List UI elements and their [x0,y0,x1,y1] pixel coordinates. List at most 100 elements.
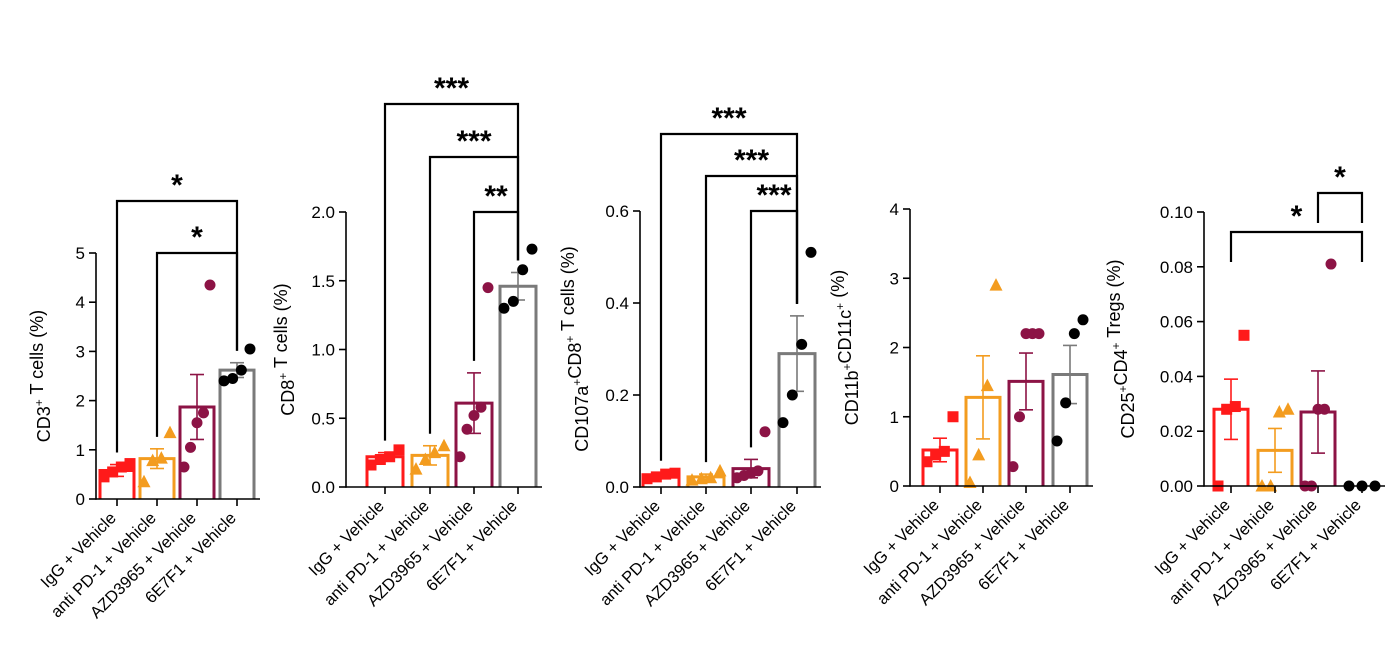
y-axis-title: CD3+ T cells (%) [27,310,54,442]
significance-label: * [171,169,183,202]
data-point [660,468,672,480]
data-point [374,454,386,465]
label-text: CD8 [565,343,585,379]
data-point [641,473,653,485]
data-point [1060,397,1072,409]
data-point [805,246,817,258]
y-tick-label: 4 [76,293,85,312]
data-point [244,343,256,355]
data-point [191,417,203,429]
y-tick-label: 0.10 [1160,203,1193,222]
superscript: + [833,303,847,310]
significance-label: *** [456,125,491,158]
superscript: + [570,379,584,386]
data-point [235,364,247,376]
data-point [1051,435,1063,447]
data-point [938,445,950,457]
data-point [115,461,127,473]
data-point [393,444,405,456]
y-tick-label: 5 [76,244,85,263]
data-point [1014,411,1025,423]
significance-label: *** [711,102,746,135]
data-point [428,445,442,459]
y-tick-label: 4 [890,200,899,219]
data-point [482,282,494,294]
label-text: T cells (%) [271,283,291,372]
data-point [454,451,466,463]
data-point [694,471,708,485]
data-point [796,338,808,350]
data-point [517,264,529,276]
y-axis-title: CD8+ T cells (%) [271,283,298,415]
significance-label: *** [734,144,769,177]
label-text: (%) [828,270,848,303]
y-axis-title: CD107a+CD8+ T cells (%) [558,246,592,451]
significance-bracket [472,210,520,361]
data-point [507,295,519,307]
data-point [1281,402,1295,415]
data-point [1325,258,1337,270]
y-axis-title: CD25+CD4+ Tregs (%) [1104,259,1138,438]
data-point [409,462,423,475]
data-point [1238,329,1250,341]
data-point [1319,403,1330,415]
y-tick-label: 0.5 [311,409,335,428]
significance-label: * [1334,161,1346,194]
label-text: T cells (%) [558,246,578,335]
significance-bracket [428,155,520,434]
significance-label: * [191,221,203,254]
y-tick-label: 3 [890,269,899,288]
superscript: + [1116,386,1130,393]
label-text: CD11b [842,371,862,426]
bar [498,284,538,487]
data-point [759,426,771,438]
y-tick-label: 0 [890,477,899,496]
y-tick-label: 1.5 [311,272,335,291]
label-text: CD11c [835,310,855,364]
significance-bracket [749,209,799,448]
data-point [475,401,487,413]
significance-label: *** [434,72,469,105]
y-tick-label: 0.02 [1160,422,1193,441]
label-text: CD3 [34,406,54,442]
data-point [137,474,151,488]
data-point [461,423,473,435]
y-tick-label: 1 [76,441,85,460]
data-point [178,461,190,473]
y-axis-title: CD11b+CD11c+ (%) [828,270,862,425]
data-point [669,467,681,479]
data-point [947,411,959,423]
data-point [963,475,977,489]
data-point [972,447,986,461]
data-point [98,471,110,483]
data-point [418,452,432,465]
y-tick-label: 0.08 [1160,258,1193,277]
bar [218,368,256,499]
superscript: + [276,373,290,380]
y-tick-label: 0.00 [1160,477,1193,496]
data-point [365,459,377,471]
superscript: + [1109,342,1123,349]
data-point [198,407,209,419]
y-tick-label: 0.0 [311,478,335,497]
y-tick-label: 1.0 [311,341,335,360]
data-point [921,456,933,468]
data-point [1229,401,1241,413]
data-point [777,417,789,429]
data-point [526,243,538,255]
data-point [468,410,480,421]
y-tick-label: 0 [76,490,85,509]
data-point [218,375,230,387]
data-point [124,458,136,470]
data-point [185,441,196,453]
data-point [786,389,798,401]
y-tick-label: 2.0 [311,203,335,222]
data-point [204,279,216,291]
label-text: CD25 [1118,393,1138,439]
data-point [1077,314,1089,326]
